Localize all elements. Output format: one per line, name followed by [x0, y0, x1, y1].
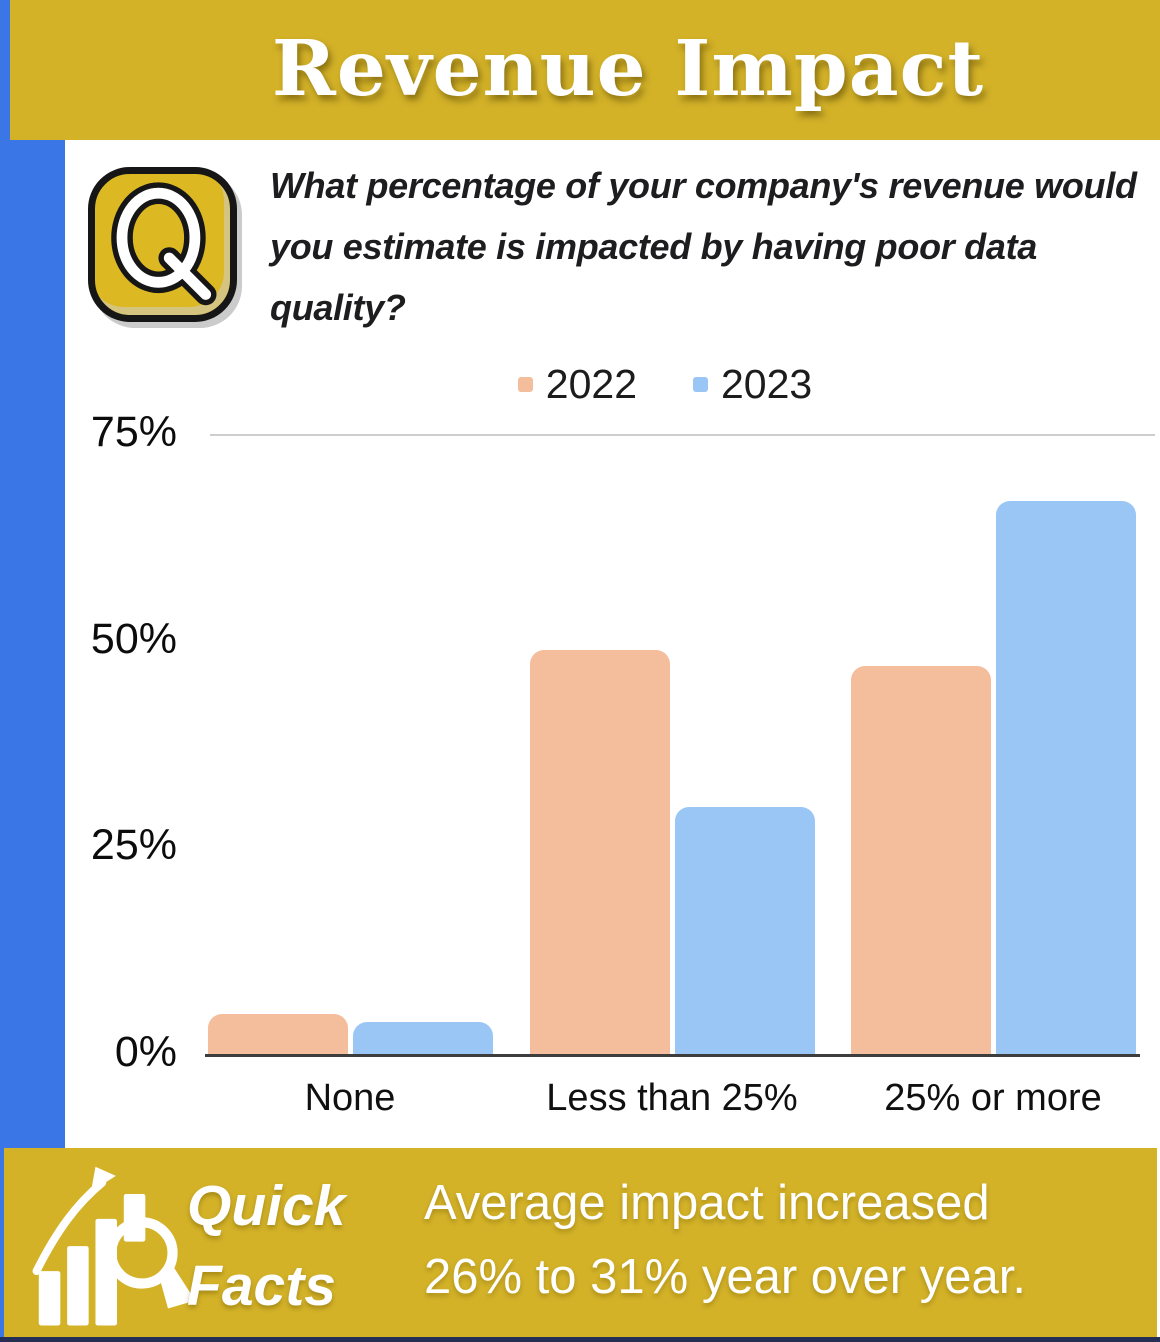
x-category-label: Less than 25%	[546, 1077, 798, 1119]
y-tick-label: 0%	[114, 1028, 177, 1076]
bar-2022-25-or-more	[851, 666, 991, 1055]
fact-line2: 26% to 31% year over year.	[424, 1250, 1026, 1304]
question-icon	[88, 167, 237, 322]
legend-label-2022: 2022	[545, 360, 637, 407]
question-text: What percentage of your company's revenu…	[270, 165, 1137, 328]
footer-banner: Quick Facts Average impact increased 26%…	[4, 1148, 1157, 1338]
x-category-label: 25% or more	[884, 1077, 1102, 1119]
fact-text: Average impact increased 26% to 31% year…	[424, 1166, 1144, 1314]
chart-card: What percentage of your company's revenu…	[65, 140, 1160, 1148]
bar-chart: 0% 25% 50% 75% None Less than 25% 25% or more	[65, 140, 1160, 1148]
left-accent-stripe	[0, 0, 65, 1342]
quick-facts-line1: Quick	[187, 1174, 346, 1238]
bar-2023-none	[353, 1021, 493, 1055]
chart-magnifier-icon	[32, 1160, 202, 1328]
fact-line1: Average impact increased	[424, 1176, 990, 1230]
chart-legend: 2022 2023	[165, 358, 1160, 410]
bar-2023-less-than-25-	[675, 807, 815, 1055]
bar-2023-25-or-more	[996, 501, 1136, 1055]
x-category-label: None	[304, 1077, 396, 1119]
bottom-edge-strip	[0, 1337, 1160, 1342]
y-tick-label: 25%	[90, 821, 177, 870]
page-title: Revenue Impact	[271, 24, 985, 114]
legend-item-2023: 2023	[693, 361, 812, 408]
legend-label-2023: 2023	[721, 360, 813, 407]
y-tick-label: 75%	[90, 408, 177, 456]
bar-2022-none	[208, 1013, 348, 1055]
q-letter-icon	[111, 182, 217, 306]
legend-item-2022: 2022	[517, 360, 637, 408]
gridline-75pct	[210, 434, 1155, 436]
quick-facts-line2: Facts	[187, 1254, 336, 1318]
y-tick-label: 50%	[90, 614, 177, 663]
legend-swatch-2023	[693, 376, 708, 392]
bar-2022-less-than-25-	[530, 649, 670, 1055]
x-axis-line	[205, 1054, 1140, 1057]
quick-facts-badge: Quick Facts	[187, 1166, 427, 1326]
legend-swatch-2022	[517, 376, 533, 392]
header-banner: Revenue Impact	[10, 0, 1160, 140]
